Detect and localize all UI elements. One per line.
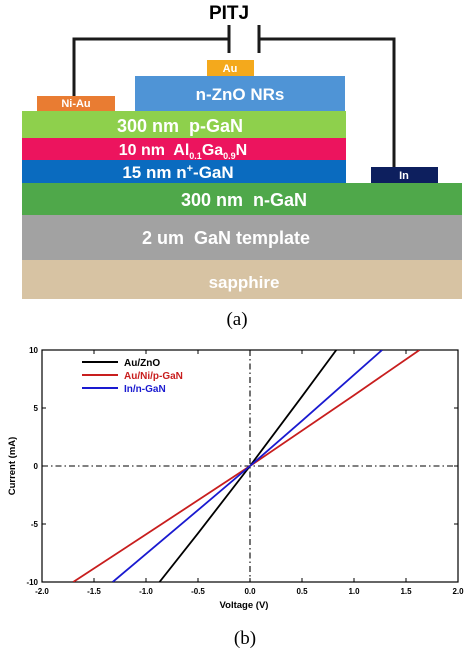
layer-zno-label: n-ZnO NRs (196, 85, 285, 104)
contact-au-label: Au (223, 63, 238, 75)
circuit-label: PITJ (209, 3, 249, 24)
caption-b-container: (b) (234, 628, 256, 649)
contact-ni-au-label: Ni-Au (61, 98, 90, 110)
layer-p-gan-label: 300 nm p-GaN (117, 116, 243, 136)
x-tick-label: -0.5 (191, 587, 205, 596)
y-tick-label: 10 (29, 346, 38, 355)
y-tick-label: 0 (34, 462, 39, 471)
layer-zno-nanorods (135, 76, 345, 111)
circuit-wires (72, 25, 396, 167)
iv-chart: -2.0 -1.5 -1.0 -0.5 0.0 0.5 1.0 1.5 2.0 10 5 0 -5 -10… (7, 346, 464, 611)
layer-p-gan (22, 111, 346, 138)
layer-gan-template-label: 2 um GaN template (142, 228, 310, 248)
y-tick-label: -5 (31, 520, 39, 529)
x-tick-label: 1.5 (400, 587, 412, 596)
layer-n-gan-label: 300 nm n-GaN (181, 190, 307, 210)
layer-n-plus-gan (22, 160, 346, 183)
x-tick-label: -1.5 (87, 587, 101, 596)
series-line-in-n-gan (112, 350, 383, 582)
x-tick-label: 0.0 (244, 587, 256, 596)
legend-label: Au/ZnO (124, 358, 160, 369)
contact-in-label: In (399, 170, 409, 182)
y-tick-label: -10 (26, 578, 38, 587)
y-axis-label: Current (mA) (7, 437, 18, 496)
x-axis-label: Voltage (V) (220, 600, 269, 611)
x-tick-label: 2.0 (452, 587, 464, 596)
x-tick-label: -2.0 (35, 587, 49, 596)
y-tick-label: 5 (34, 404, 39, 413)
layer-sapphire (22, 260, 462, 299)
layer-sapphire-label: sapphire (209, 273, 280, 292)
contact-ni-au (37, 96, 115, 111)
caption-a-container: (a) (226, 309, 247, 330)
caption-b: (b) (234, 628, 256, 649)
layer-algan (22, 138, 346, 160)
plot-area: -2.0 -1.5 -1.0 -0.5 0.0 0.5 1.0 1.5 2.0 10 5 0 -5 -10… (7, 346, 464, 611)
device-structure-diagram: PITJ sapphire 2 um GaN template 300 nm n… (22, 3, 462, 299)
legend-label: In/n-GaN (124, 384, 166, 395)
x-tick-label: 0.5 (296, 587, 308, 596)
caption-a: (a) (226, 309, 247, 330)
legend-label: Au/Ni/p-GaN (124, 371, 183, 382)
x-tick-label: 1.0 (348, 587, 360, 596)
layer-n-plus-gan-label: 15 nm n+-GaN (122, 163, 233, 182)
layer-algan-label: 10 nm Al0.1Ga0.9N (119, 142, 247, 161)
contact-au (207, 60, 254, 76)
contact-in (371, 167, 438, 183)
layer-gan-template (22, 215, 462, 260)
layer-n-gan (22, 183, 462, 215)
x-tick-label: -1.0 (139, 587, 153, 596)
